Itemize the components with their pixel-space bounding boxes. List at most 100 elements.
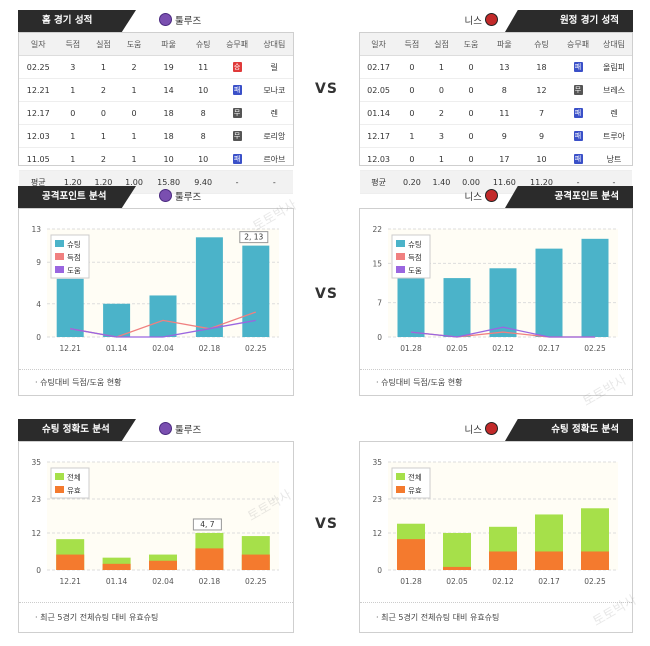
nice-emblem-icon bbox=[485, 189, 498, 202]
away-results-title: 원정 경기 성적 bbox=[505, 10, 633, 32]
bar-effective bbox=[56, 554, 85, 570]
toulouse-emblem-icon bbox=[159, 189, 172, 202]
table-row: 12.03 1 1 1 18 8 무 로리앙 bbox=[19, 124, 293, 148]
legend-swatch bbox=[396, 240, 405, 247]
table-cell: 11 bbox=[187, 55, 219, 79]
column-header: 실점 bbox=[88, 33, 119, 56]
table-cell: 19 bbox=[149, 55, 188, 79]
result-badge: 무 bbox=[573, 85, 583, 95]
average-cell: 1.40 bbox=[426, 170, 457, 194]
x-tick-label: 01.14 bbox=[106, 577, 128, 586]
average-cell: 9.40 bbox=[187, 170, 219, 194]
x-tick-label: 02.17 bbox=[538, 577, 560, 586]
result-badge-cell: 패 bbox=[218, 78, 256, 102]
legend-label: 득점 bbox=[67, 252, 81, 262]
home-accuracy-note-text: 최근 5경기 전체슈팅 대비 유효슈팅 bbox=[40, 613, 159, 622]
column-header: 승무패 bbox=[560, 33, 596, 56]
away-accuracy-header: 슈팅 정확도 분석 니스 bbox=[359, 419, 633, 441]
legend-swatch bbox=[396, 253, 405, 260]
x-tick-label: 02.25 bbox=[584, 577, 606, 586]
away-accuracy-chart-box: 0 12 23 35 01.28 02.05 02.12 02.17 02.25 전체 유효 · 최… bbox=[359, 441, 633, 633]
table-cell: 1 bbox=[118, 147, 150, 171]
table-row: 02.05 0 0 0 8 12 무 브레스 bbox=[360, 78, 632, 102]
table-cell: 17 bbox=[485, 147, 523, 171]
table-cell: 렌 bbox=[596, 101, 632, 125]
y-tick-label: 35 bbox=[372, 458, 382, 467]
bar-effective bbox=[241, 554, 270, 570]
bar-shots bbox=[103, 303, 131, 337]
table-cell: 12.21 bbox=[19, 78, 58, 102]
y-tick-label: 0 bbox=[377, 566, 382, 575]
legend-label: 도움 bbox=[408, 266, 422, 275]
y-tick-label: 23 bbox=[372, 495, 382, 504]
table-cell: 2 bbox=[88, 78, 119, 102]
bar-shots bbox=[489, 268, 517, 337]
y-tick-label: 35 bbox=[31, 458, 41, 467]
table-cell: 올림피 bbox=[596, 55, 632, 79]
table-cell: 1 bbox=[426, 55, 457, 79]
column-header: 일자 bbox=[360, 33, 398, 56]
x-tick-label: 02.25 bbox=[245, 344, 267, 353]
result-badge: 패 bbox=[573, 154, 583, 164]
home-team-name: 툴루즈 bbox=[175, 16, 202, 27]
line-assists bbox=[410, 326, 595, 338]
result-badge-cell: 패 bbox=[560, 55, 596, 79]
bar-effective bbox=[489, 551, 517, 570]
legend-label: 전체 bbox=[67, 472, 81, 482]
away-team-label: 니스 bbox=[465, 13, 501, 30]
average-cell: 0.20 bbox=[397, 170, 427, 194]
table-cell: 낭트 bbox=[596, 147, 632, 171]
away-accuracy-note-text: 최근 5경기 전체슈팅 대비 유효슈팅 bbox=[381, 613, 500, 622]
table-cell: 1 bbox=[397, 124, 427, 148]
bar-effective bbox=[195, 548, 224, 570]
result-badge-cell: 패 bbox=[218, 147, 256, 171]
x-tick-label: 02.05 bbox=[446, 344, 468, 353]
vs-label-2: VS bbox=[315, 286, 338, 302]
x-tick-label: 01.14 bbox=[106, 344, 128, 353]
y-tick-label: 0 bbox=[377, 333, 382, 342]
result-badge-cell: 무 bbox=[218, 124, 256, 148]
table-cell: 01.14 bbox=[360, 101, 398, 125]
y-tick-label: 12 bbox=[31, 529, 41, 538]
table-cell: 1 bbox=[118, 78, 150, 102]
table-cell: 18 bbox=[522, 55, 561, 79]
table-cell: 0 bbox=[426, 78, 457, 102]
x-tick-label: 02.05 bbox=[446, 577, 468, 586]
table-cell: 18 bbox=[149, 101, 188, 125]
table-cell: 12 bbox=[522, 78, 561, 102]
table-cell: 12.03 bbox=[19, 124, 58, 148]
away-team-name: 니스 bbox=[464, 425, 482, 436]
x-tick-label: 02.25 bbox=[245, 577, 267, 586]
result-badge: 패 bbox=[573, 62, 583, 72]
bar-effective bbox=[397, 539, 425, 570]
y-tick-label: 9 bbox=[36, 258, 41, 267]
x-tick-label: 02.18 bbox=[199, 344, 221, 353]
table-cell: 2 bbox=[88, 147, 119, 171]
away-attack-title: 공격포인트 분석 bbox=[505, 186, 633, 208]
home-results-title: 홈 경기 성적 bbox=[18, 10, 136, 32]
table-cell: 로리앙 bbox=[255, 124, 293, 148]
legend-swatch bbox=[55, 486, 64, 493]
bar-shots bbox=[242, 245, 270, 337]
table-cell: 트루아 bbox=[596, 124, 632, 148]
x-tick-label: 02.04 bbox=[152, 344, 174, 353]
home-results-header: 홈 경기 성적 툴루즈 bbox=[18, 10, 288, 32]
table-cell: 10 bbox=[149, 147, 188, 171]
table-cell: 0 bbox=[456, 124, 486, 148]
x-tick-label: 12.21 bbox=[59, 344, 81, 353]
x-tick-label: 02.18 bbox=[199, 577, 221, 586]
away-attack-team: 니스 bbox=[465, 189, 501, 206]
home-accuracy-title: 슈팅 정확도 분석 bbox=[18, 419, 136, 441]
x-tick-label: 02.12 bbox=[492, 577, 514, 586]
line-assists bbox=[70, 319, 256, 338]
away-accuracy-note: · 최근 5경기 전체슈팅 대비 유효슈팅 bbox=[376, 613, 500, 622]
bar-effective bbox=[581, 551, 609, 570]
annotation-box bbox=[192, 518, 222, 531]
column-header: 득점 bbox=[397, 33, 427, 56]
column-header: 상대팀 bbox=[596, 33, 632, 56]
y-tick-label: 0 bbox=[36, 333, 41, 342]
column-header: 슈팅 bbox=[187, 33, 219, 56]
